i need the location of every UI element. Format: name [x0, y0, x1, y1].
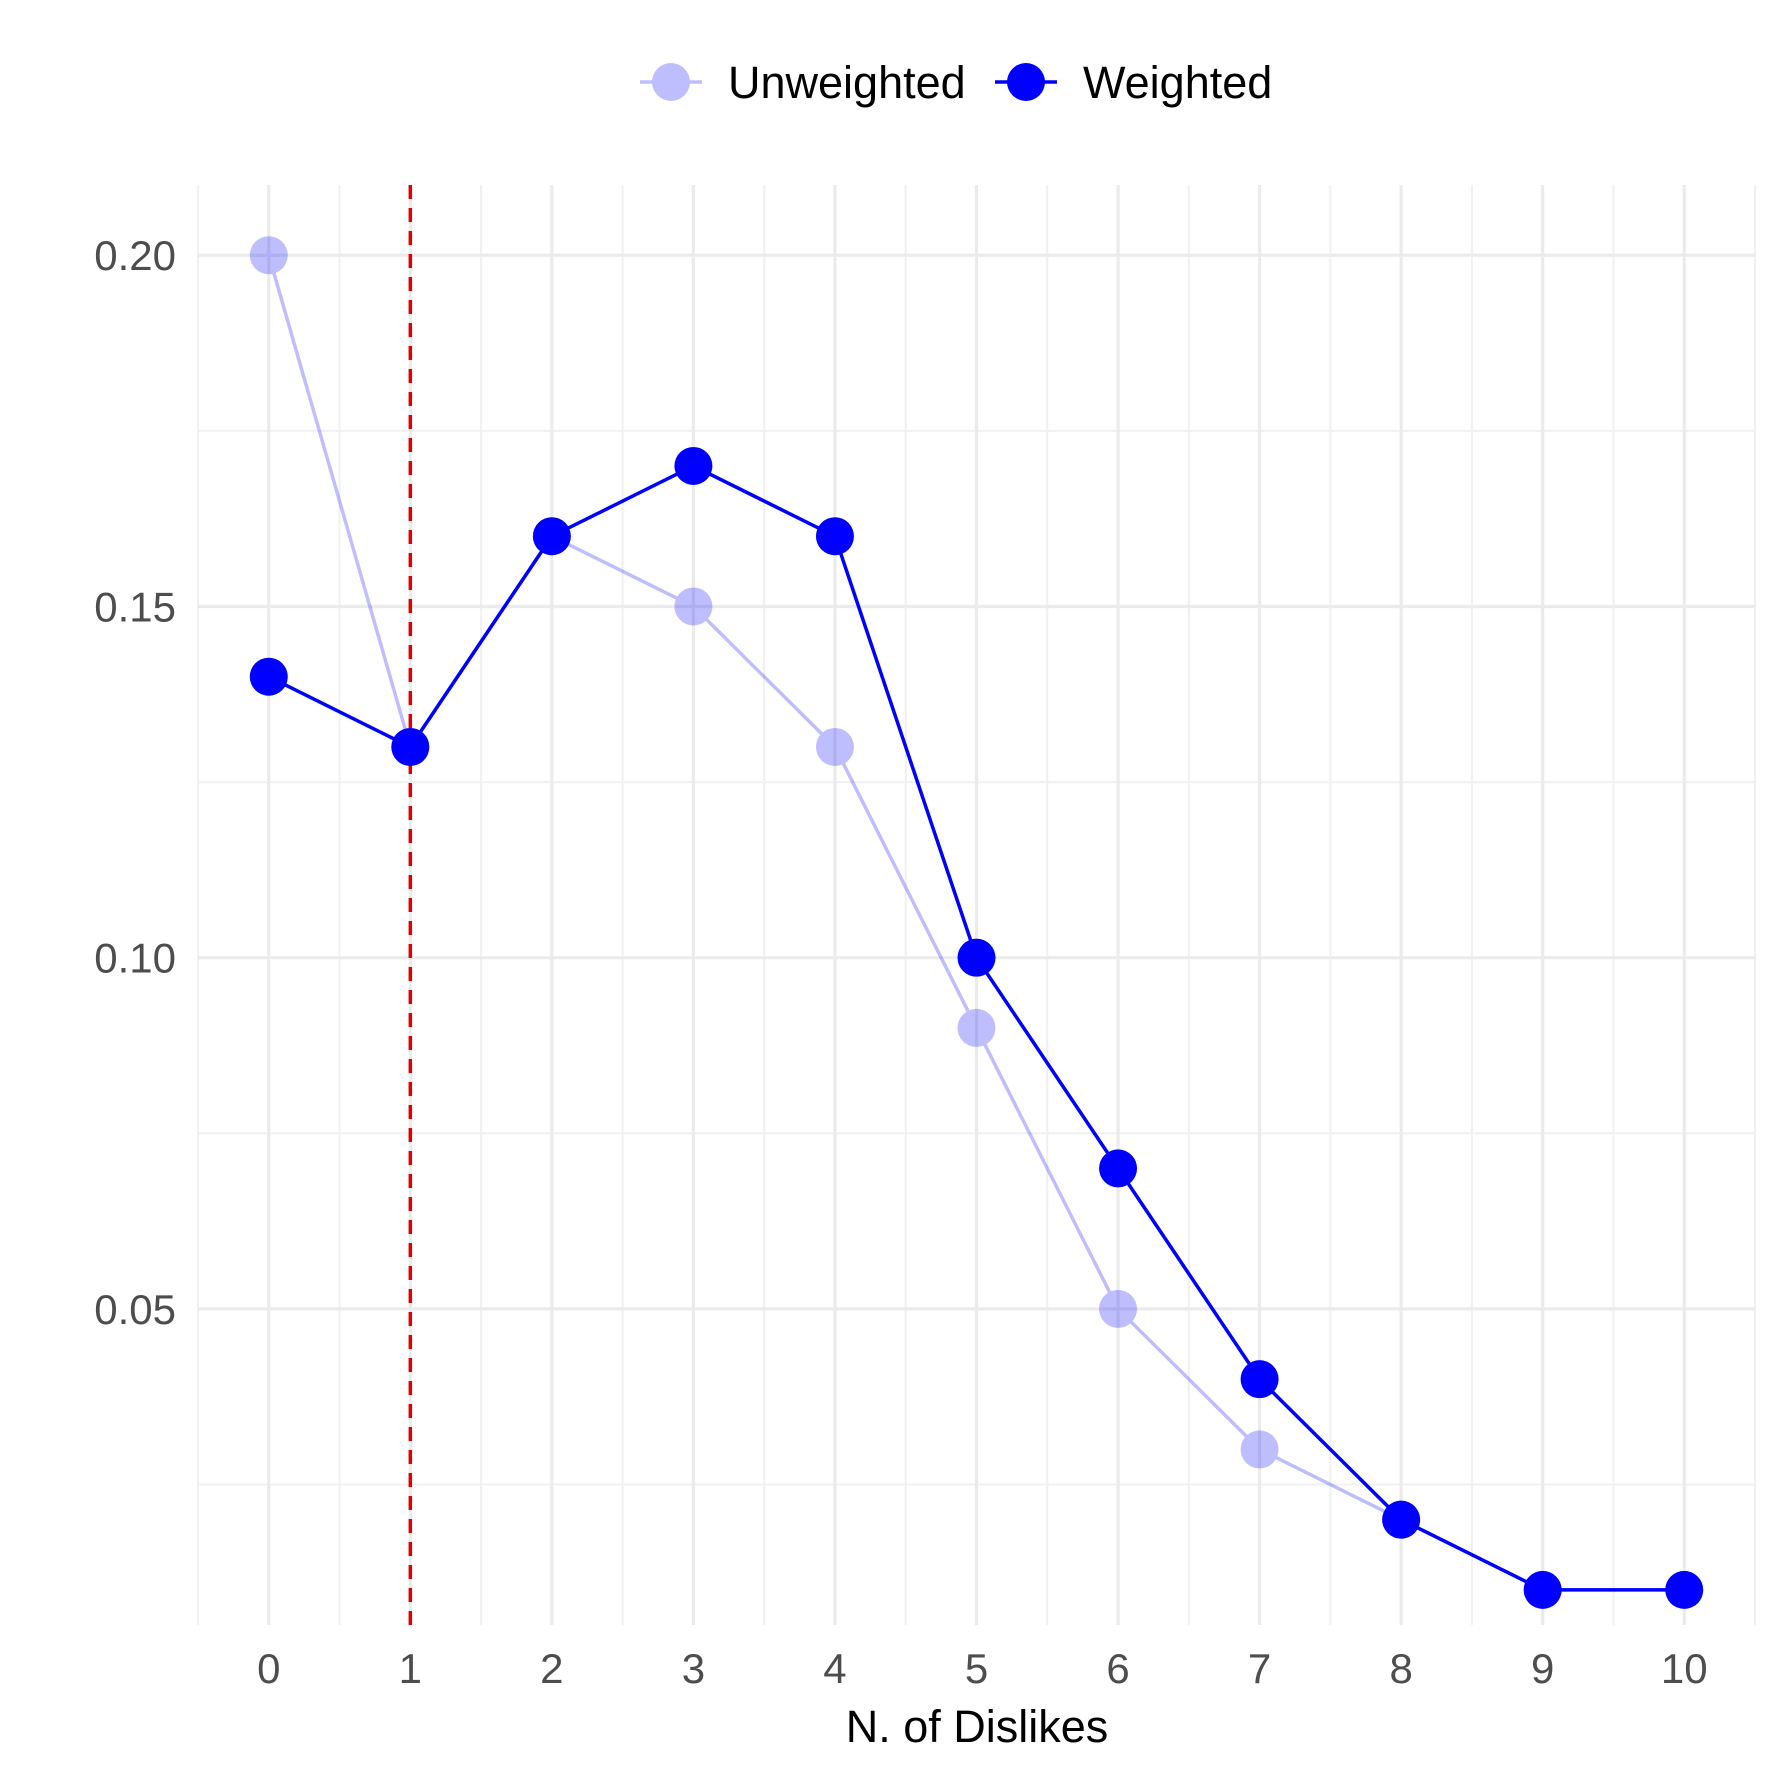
x-tick-label: 4	[823, 1645, 846, 1692]
x-tick-label: 2	[540, 1645, 563, 1692]
data-point-weighted	[674, 446, 713, 485]
x-tick-label: 8	[1389, 1645, 1412, 1692]
data-point-unweighted	[957, 1008, 996, 1047]
data-point-weighted	[957, 938, 996, 977]
data-point-weighted	[391, 727, 430, 766]
y-axis-ticks: 0.05 0.10 0.15 0.20	[94, 232, 176, 1333]
data-point-weighted	[1382, 1500, 1421, 1539]
data-point-unweighted	[1240, 1430, 1279, 1469]
x-axis-title: N. of Dislikes	[846, 1701, 1109, 1752]
x-tick-label: 9	[1531, 1645, 1554, 1692]
x-axis-ticks: 0 1 2 3 4 5 6 7 8 9 10	[257, 1645, 1707, 1692]
y-tick-label: 0.10	[94, 935, 176, 982]
legend-item-unweighted: Unweighted	[640, 57, 966, 108]
x-tick-label: 1	[399, 1645, 422, 1692]
x-tick-label: 3	[682, 1645, 705, 1692]
series-weighted	[249, 446, 1704, 1609]
grid-major	[198, 185, 1755, 1625]
legend-key-unweighted	[640, 63, 702, 101]
y-tick-label: 0.05	[94, 1286, 176, 1333]
data-point-weighted	[1240, 1360, 1279, 1399]
data-point-weighted	[532, 517, 571, 556]
legend: Unweighted Weighted	[640, 57, 1272, 108]
data-point-unweighted	[1099, 1289, 1138, 1328]
data-point-weighted	[249, 657, 288, 696]
x-tick-label: 7	[1248, 1645, 1271, 1692]
data-point-weighted	[1665, 1570, 1704, 1609]
series-group	[249, 236, 1704, 1609]
legend-label-weighted: Weighted	[1083, 57, 1272, 108]
data-point-unweighted	[674, 587, 713, 626]
data-point-weighted	[1523, 1570, 1562, 1609]
y-tick-label: 0.20	[94, 232, 176, 279]
legend-item-weighted: Weighted	[995, 57, 1272, 108]
y-tick-label: 0.15	[94, 583, 176, 630]
data-point-unweighted	[249, 236, 288, 275]
legend-key-weighted	[995, 63, 1057, 101]
x-tick-label: 6	[1106, 1645, 1129, 1692]
x-tick-label: 5	[965, 1645, 988, 1692]
data-point-weighted	[815, 517, 854, 556]
legend-key-marker	[1007, 63, 1045, 101]
data-point-unweighted	[815, 727, 854, 766]
x-tick-label: 10	[1661, 1645, 1708, 1692]
legend-key-marker	[652, 63, 690, 101]
legend-label-unweighted: Unweighted	[728, 57, 966, 108]
data-point-weighted	[1099, 1149, 1138, 1188]
x-tick-label: 0	[257, 1645, 280, 1692]
